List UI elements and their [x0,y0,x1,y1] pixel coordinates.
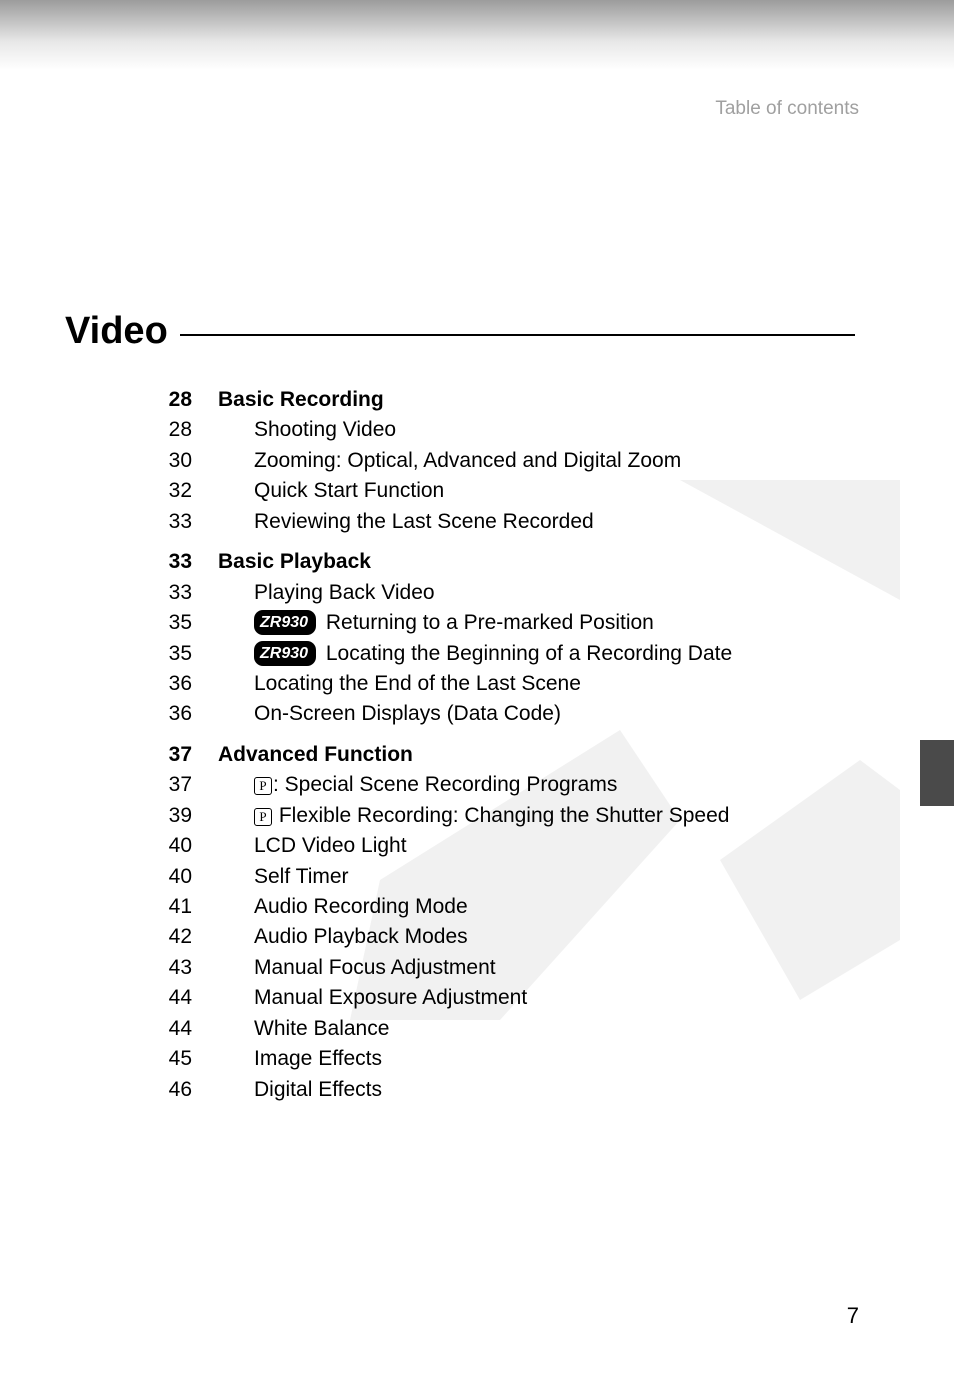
toc-text: P: Special Scene Recording Programs [254,770,860,800]
toc-page-number: 33 [140,578,218,608]
model-badge: ZR930 [254,641,316,666]
toc-row: 42 Audio Playback Modes [140,922,860,952]
toc-page-number: 36 [140,669,218,699]
toc-page-number: 40 [140,831,218,861]
toc-text: Self Timer [254,862,860,892]
toc-row: 40 Self Timer [140,862,860,892]
toc-text: Playing Back Video [254,578,860,608]
toc-text: On-Screen Displays (Data Code) [254,699,860,729]
top-gradient [0,0,954,70]
toc-text: Reviewing the Last Scene Recorded [254,507,860,537]
toc-page-number: 37 [140,740,218,770]
toc-heading-row: 28Basic Recording [140,385,860,415]
toc-row: 35 ZR930 Returning to a Pre-marked Positi… [140,608,860,638]
toc-row: 33 Reviewing the Last Scene Recorded [140,507,860,537]
toc-text: Image Effects [254,1044,860,1074]
toc-text: Audio Recording Mode [254,892,860,922]
toc-text: Locating the End of the Last Scene [254,669,860,699]
toc-row: 28 Shooting Video [140,415,860,445]
toc-heading-row: 37Advanced Function [140,740,860,770]
toc-page-number: 45 [140,1044,218,1074]
toc-text: Digital Effects [254,1075,860,1105]
toc-row: 41 Audio Recording Mode [140,892,860,922]
toc-page-number: 44 [140,983,218,1013]
toc-page-number: 43 [140,953,218,983]
toc-row: 33 Playing Back Video [140,578,860,608]
toc-page-number: 32 [140,476,218,506]
p-icon: P [254,777,272,795]
toc-page-number: 28 [140,415,218,445]
side-tab [920,740,954,806]
toc-text: Manual Focus Adjustment [254,953,860,983]
toc-text: White Balance [254,1014,860,1044]
toc-row: 36 Locating the End of the Last Scene [140,669,860,699]
toc-page-number: 35 [140,639,218,669]
toc-page-number: 44 [140,1014,218,1044]
toc-text: Quick Start Function [254,476,860,506]
toc-page-number: 42 [140,922,218,952]
toc-row: 35 ZR930 Locating the Beginning of a Reco… [140,639,860,669]
toc-page-number: 41 [140,892,218,922]
section-underline [180,334,855,336]
toc-row: 36 On-Screen Displays (Data Code) [140,699,860,729]
toc-text: LCD Video Light [254,831,860,861]
toc-row: 40 LCD Video Light [140,831,860,861]
toc-row: 44 Manual Exposure Adjustment [140,983,860,1013]
toc-page-number: 46 [140,1075,218,1105]
toc-row: 32 Quick Start Function [140,476,860,506]
toc-row: 45 Image Effects [140,1044,860,1074]
toc-page-number: 30 [140,446,218,476]
breadcrumb: Table of contents [715,98,859,120]
toc-row: 30 Zooming: Optical, Advanced and Digital… [140,446,860,476]
toc-list: 28Basic Recording28 Shooting Video 30 Zoomi… [140,385,860,1105]
model-badge: ZR930 [254,610,316,635]
toc-text: P Flexible Recording: Changing the Shutt… [254,801,860,831]
toc-text: Basic Playback [218,547,860,577]
toc-row: 37 P: Special Scene Recording Programs [140,770,860,800]
toc-text: Advanced Function [218,740,860,770]
toc-text: Shooting Video [254,415,860,445]
toc-row: 43 Manual Focus Adjustment [140,953,860,983]
p-icon: P [254,808,272,826]
toc-text: ZR930 Returning to a Pre-marked Position [254,608,860,638]
toc-page-number: 35 [140,608,218,638]
toc-page-number: 39 [140,801,218,831]
toc-row: 39 P Flexible Recording: Changing the Shu… [140,801,860,831]
toc-page-number: 33 [140,507,218,537]
toc-row: 44 White Balance [140,1014,860,1044]
toc-text: Audio Playback Modes [254,922,860,952]
toc-text: Basic Recording [218,385,860,415]
toc-text: Manual Exposure Adjustment [254,983,860,1013]
section-title: Video [65,310,168,353]
toc-page-number: 37 [140,770,218,800]
toc-heading-row: 33Basic Playback [140,547,860,577]
toc-page-number: 33 [140,547,218,577]
toc-text: Zooming: Optical, Advanced and Digital Z… [254,446,860,476]
toc-page-number: 36 [140,699,218,729]
toc-page-number: 40 [140,862,218,892]
toc-row: 46 Digital Effects [140,1075,860,1105]
toc-text: ZR930 Locating the Beginning of a Record… [254,639,860,669]
page-number: 7 [847,1303,859,1329]
toc-page-number: 28 [140,385,218,415]
